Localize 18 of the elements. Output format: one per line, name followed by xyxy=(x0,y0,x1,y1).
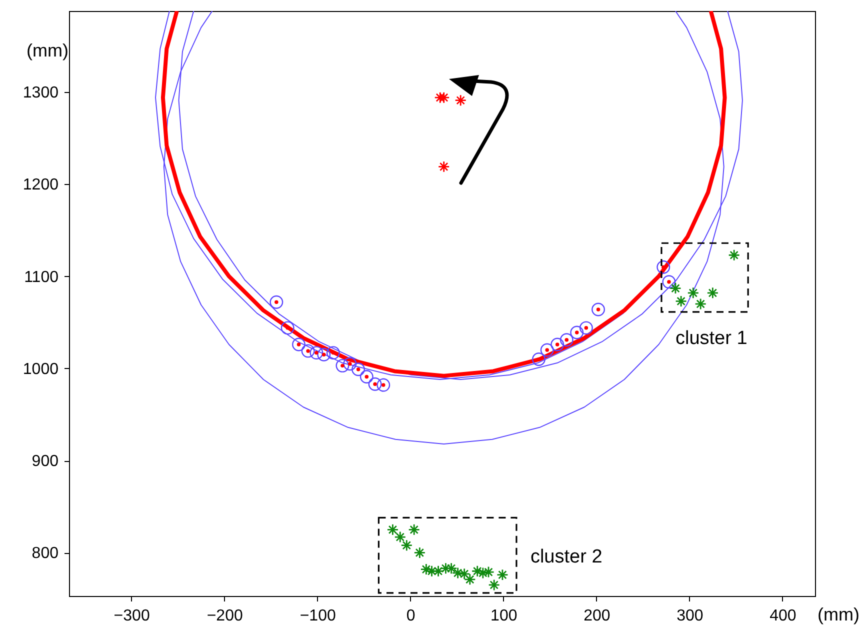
x-tick-label: 200 xyxy=(584,608,610,624)
y-tick-label: 900 xyxy=(32,453,59,470)
y-axis-title: (mm) xyxy=(26,40,68,60)
x-tick-label: 100 xyxy=(490,608,518,624)
y-tick-label: 1100 xyxy=(24,268,59,286)
y-tick-label: 1300 xyxy=(22,84,59,102)
x-tick-label: −300 xyxy=(114,608,150,624)
annotation: cluster 1 xyxy=(675,328,748,349)
y-tick-label: 1200 xyxy=(22,176,59,194)
x-tick-label: −100 xyxy=(300,608,336,624)
y-tick-label: 800 xyxy=(32,545,59,562)
x-tick-label: −200 xyxy=(206,608,243,624)
x-tick-label: 400 xyxy=(770,608,796,624)
x-axis-title: (mm) xyxy=(818,604,860,624)
y-tick-label: 1000 xyxy=(22,360,59,378)
x-tick-label: 300 xyxy=(676,608,704,624)
x-tick-label: 0 xyxy=(406,608,416,624)
annotation: cluster 2 xyxy=(530,546,602,568)
